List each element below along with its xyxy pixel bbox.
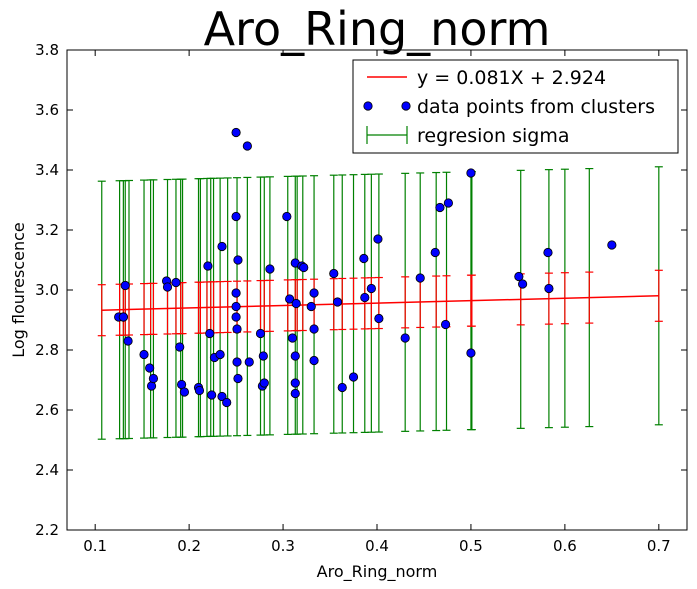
data-point	[179, 387, 190, 397]
data-point	[231, 312, 241, 322]
data-point	[287, 333, 298, 343]
data-point	[299, 262, 309, 273]
x-tick-label: 0.7	[647, 537, 671, 555]
x-tick-label: 0.3	[271, 537, 295, 555]
x-tick-label: 0.6	[553, 537, 577, 555]
data-point	[205, 328, 215, 339]
data-point	[259, 378, 269, 388]
y-axis-label: Log flourescence	[9, 222, 28, 358]
data-point	[309, 355, 319, 366]
legend-handle-point	[363, 101, 373, 111]
y-tick-label: 3.0	[35, 281, 59, 299]
legend-label: data points from clusters	[417, 96, 655, 118]
data-point	[222, 397, 232, 408]
data-point	[231, 288, 241, 298]
x-tick-label: 0.5	[459, 537, 483, 555]
data-point	[231, 211, 241, 222]
data-point	[514, 271, 524, 282]
data-point	[258, 351, 268, 361]
data-point	[194, 385, 205, 396]
data-point	[309, 288, 319, 298]
data-point	[543, 247, 553, 258]
data-point	[400, 333, 410, 343]
data-point	[146, 381, 157, 391]
x-tick-label: 0.2	[177, 537, 201, 555]
data-point	[290, 351, 300, 361]
legend-label: regresion sigma	[417, 125, 570, 147]
data-layer	[97, 127, 663, 440]
data-point	[348, 372, 359, 382]
data-point	[139, 349, 149, 360]
data-point	[430, 247, 440, 258]
data-point	[175, 342, 185, 352]
data-point	[232, 357, 242, 367]
data-point	[145, 363, 155, 373]
data-point	[359, 253, 369, 264]
data-point	[207, 390, 217, 400]
data-point	[217, 241, 227, 252]
data-point	[466, 168, 476, 178]
data-point	[309, 324, 319, 334]
data-point	[171, 277, 181, 288]
data-point	[337, 382, 347, 393]
data-point	[285, 294, 295, 304]
data-point	[233, 255, 243, 265]
data-point	[366, 283, 376, 294]
x-axis-label: Aro_Ring_norm	[317, 562, 438, 582]
plot-area: 0.1 0.2 0.3 0.4 0.5 0.6 0.7 2.2 2.4 2.6 2.8 3.0 3.2 3…	[35, 41, 688, 555]
data-point	[332, 297, 343, 307]
data-point	[231, 301, 241, 312]
y-tick-label: 2.6	[35, 401, 59, 419]
data-point	[329, 268, 339, 279]
legend: y = 0.081X + 2.924 data points from clust…	[352, 59, 679, 154]
data-point	[203, 261, 213, 271]
y-tick-label: 2.4	[35, 461, 59, 479]
y-tick-label: 3.6	[35, 101, 59, 119]
data-point	[291, 298, 301, 309]
data-point	[435, 202, 445, 213]
data-point	[244, 357, 254, 367]
data-point	[290, 378, 300, 388]
data-point	[544, 283, 554, 294]
data-point	[123, 336, 133, 346]
data-point	[373, 234, 383, 244]
data-point	[374, 313, 384, 324]
y-tick-label: 3.4	[35, 161, 59, 179]
data-point	[440, 319, 451, 330]
regression-line	[101, 295, 659, 311]
data-point	[518, 279, 528, 289]
data-point	[290, 388, 300, 399]
data-point	[360, 292, 370, 303]
data-point	[217, 391, 227, 402]
data-point	[231, 127, 241, 138]
data-point	[242, 141, 252, 151]
data-point	[232, 324, 242, 334]
data-point	[233, 373, 243, 384]
data-point	[148, 373, 159, 384]
legend-label: y = 0.081X + 2.924	[417, 67, 606, 89]
x-tick-label: 0.4	[365, 537, 389, 555]
data-point	[120, 280, 130, 291]
y-tick-label: 2.2	[35, 521, 59, 539]
legend-handle-point	[401, 101, 411, 111]
data-point	[466, 348, 476, 358]
data-point	[215, 349, 225, 360]
data-point	[415, 273, 425, 283]
data-point	[306, 301, 316, 312]
data-point	[118, 312, 128, 322]
data-point	[443, 198, 453, 208]
data-point	[607, 240, 617, 250]
y-tick-label: 3.8	[35, 41, 59, 59]
data-point	[282, 211, 292, 222]
data-point	[265, 264, 275, 274]
chart-title: Aro_Ring_norm	[204, 2, 551, 56]
data-point	[255, 328, 266, 339]
y-tick-label: 2.8	[35, 341, 59, 359]
data-point	[162, 282, 173, 292]
y-tick-label: 3.2	[35, 221, 59, 239]
x-tick-label: 0.1	[83, 537, 107, 555]
